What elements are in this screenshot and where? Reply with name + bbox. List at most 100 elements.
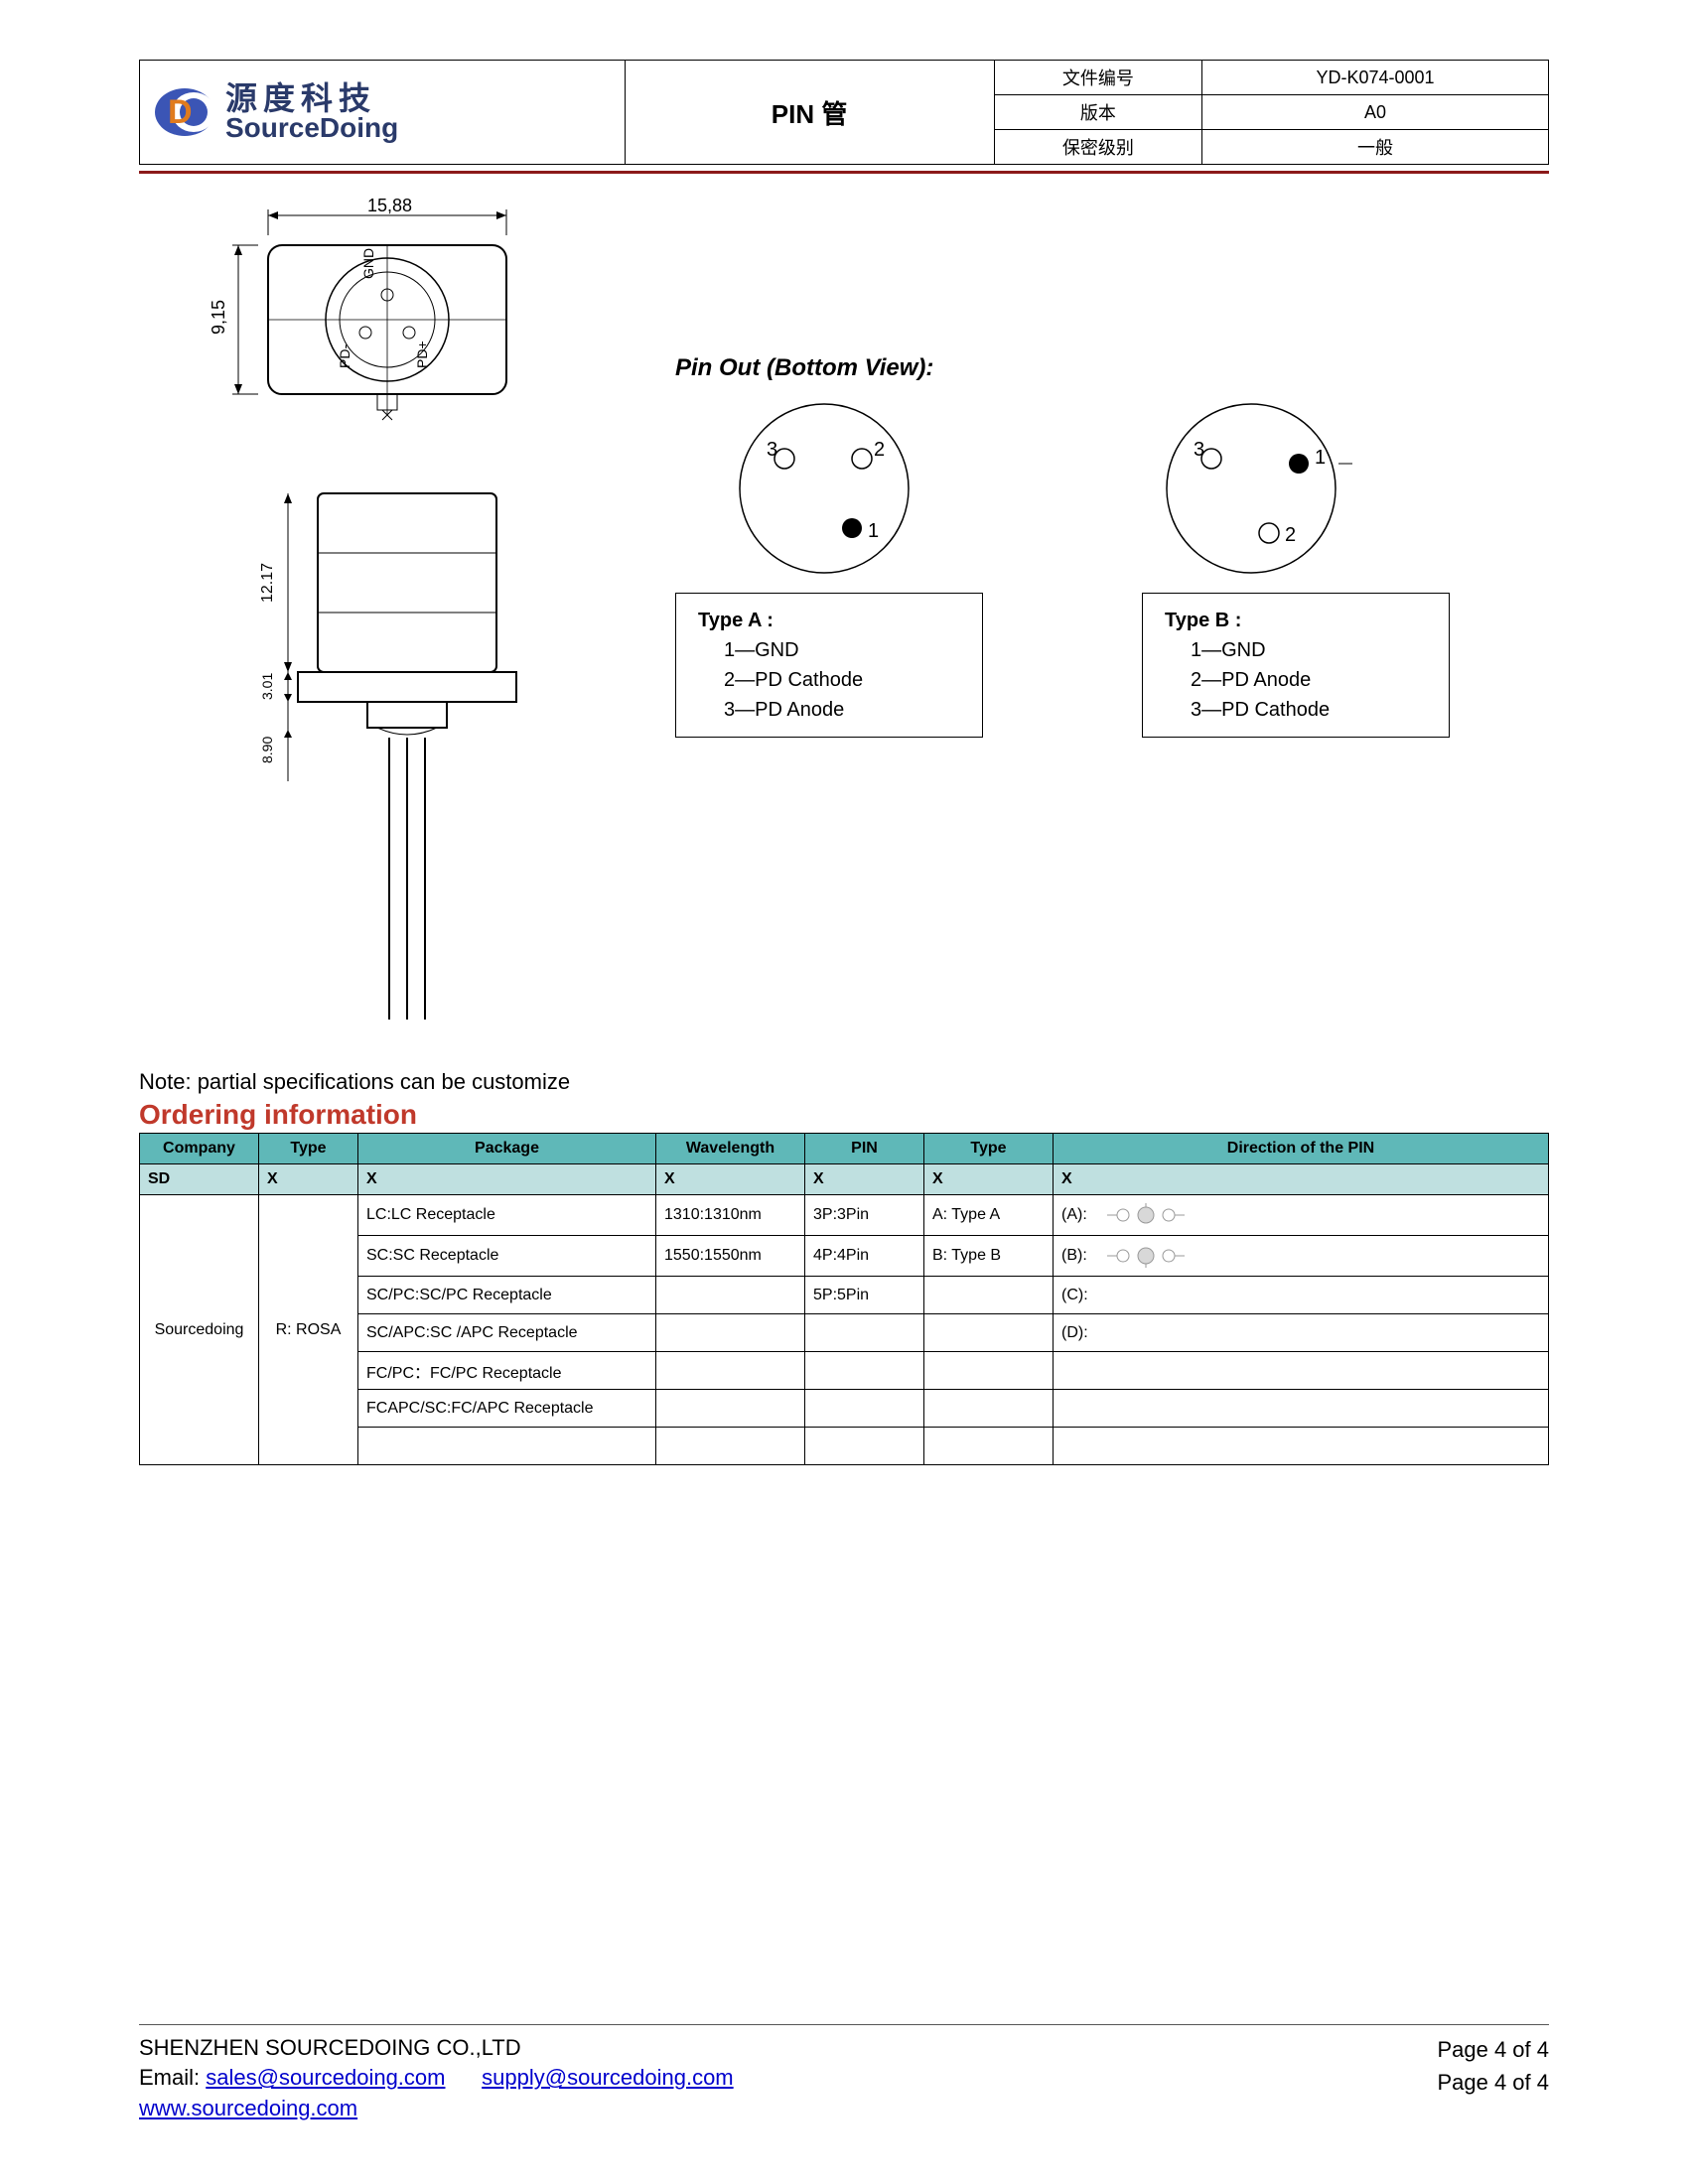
r4-wave (656, 1352, 805, 1390)
svg-text:2: 2 (1285, 524, 1296, 546)
th-wavelength: Wavelength (656, 1134, 805, 1164)
r1-typ: B: Type B (924, 1236, 1054, 1277)
th-package: Package (358, 1134, 656, 1164)
page-footer: SHENZHEN SOURCEDOING CO.,LTD Email: sale… (139, 2024, 1549, 2124)
x-package: X (358, 1164, 656, 1195)
type-a-l3: 3—PD Anode (698, 695, 960, 725)
x-company: SD (140, 1164, 259, 1195)
type-b-box: Type B : 1—GND 2—PD Anode 3—PD Cathode (1142, 593, 1450, 738)
pin-h-dim: 8.90 (259, 737, 275, 763)
logo-cn-text: 源度科技 (225, 82, 398, 114)
type-b-l1: 1—GND (1165, 635, 1427, 665)
height-dim: 9,15 (209, 300, 228, 335)
footer-email1-link[interactable]: sales@sourcedoing.com (206, 2065, 445, 2090)
doc-title: PIN 管 (625, 61, 994, 165)
type-a-l1: 1—GND (698, 635, 960, 665)
pinout-title: Pin Out (Bottom View): (675, 354, 933, 382)
doc-header-table: D 源度科技 SourceDoing PIN 管 文件编号 YD-K074-00… (139, 60, 1549, 165)
customize-note: Note: partial specifications can be cust… (139, 1069, 1549, 1095)
footer-divider (139, 2024, 1549, 2025)
r5-typ (924, 1390, 1054, 1428)
th-company: Company (140, 1134, 259, 1164)
r1-package: SC:SC Receptacle (358, 1236, 656, 1277)
svg-text:1: 1 (868, 520, 879, 542)
r0-dir-label: (A): (1061, 1206, 1087, 1224)
r0-package: LC:LC Receptacle (358, 1195, 656, 1236)
r5-dir (1054, 1390, 1549, 1428)
r6-dir (1054, 1428, 1549, 1465)
pdplus-label: PD+ (414, 341, 430, 368)
x-wave: X (656, 1164, 805, 1195)
width-dim: 15,88 (367, 196, 412, 215)
logo-icon: D (150, 83, 219, 141)
svg-text:2: 2 (874, 439, 885, 461)
r3-typ (924, 1314, 1054, 1352)
x-typ2: X (924, 1164, 1054, 1195)
x-pin: X (805, 1164, 924, 1195)
r6-typ (924, 1428, 1054, 1465)
ordering-heading: Ordering information (139, 1099, 1549, 1131)
r2-package: SC/PC:SC/PC Receptacle (358, 1277, 656, 1314)
svg-text:1: 1 (1315, 447, 1326, 469)
type-a-header: Type A : (698, 606, 960, 635)
r0-pin: 3P:3Pin (805, 1195, 924, 1236)
r6-wave (656, 1428, 805, 1465)
version-value: A0 (1202, 95, 1549, 130)
r3-wave (656, 1314, 805, 1352)
r4-pin (805, 1352, 924, 1390)
r2-pin: 5P:5Pin (805, 1277, 924, 1314)
r1-pin: 4P:4Pin (805, 1236, 924, 1277)
svg-text:3: 3 (767, 439, 777, 461)
company-cell: Sourcedoing (140, 1195, 259, 1465)
th-direction: Direction of the PIN (1054, 1134, 1549, 1164)
ordering-table: Company Type Package Wavelength PIN Type… (139, 1133, 1549, 1465)
security-label: 保密级别 (994, 130, 1201, 165)
r0-typ: A: Type A (924, 1195, 1054, 1236)
r1-dir-label: (B): (1061, 1247, 1087, 1265)
doc-no-value: YD-K074-0001 (1202, 61, 1549, 95)
security-value: 一般 (1202, 130, 1549, 165)
type-b-l3: 3—PD Cathode (1165, 695, 1427, 725)
th-type2: Type (924, 1134, 1054, 1164)
dir-a-icon (1101, 1201, 1191, 1229)
r2-dir: (C): (1054, 1277, 1549, 1314)
footer-web-link[interactable]: www.sourcedoing.com (139, 2096, 357, 2120)
r5-pin (805, 1390, 924, 1428)
svg-text:3: 3 (1194, 439, 1204, 461)
footer-email2-link[interactable]: supply@sourcedoing.com (482, 2065, 733, 2090)
pinout-a-diagram: 3 2 1 (715, 394, 933, 593)
r3-dir: (D): (1054, 1314, 1549, 1352)
r3-pin (805, 1314, 924, 1352)
r4-package: FC/PC：FC/PC Receptacle (358, 1352, 656, 1390)
footer-page-1: Page 4 of 4 (1437, 2033, 1549, 2066)
type-b-header: Type B : (1165, 606, 1427, 635)
dir-b-icon (1101, 1242, 1191, 1270)
r5-wave (656, 1390, 805, 1428)
r4-dir (1054, 1352, 1549, 1390)
type-cell: R: ROSA (259, 1195, 358, 1465)
th-pin: PIN (805, 1134, 924, 1164)
version-label: 版本 (994, 95, 1201, 130)
footer-email-label: Email: (139, 2065, 200, 2090)
r2-typ (924, 1277, 1054, 1314)
r0-wave: 1310:1310nm (656, 1195, 805, 1236)
th-type: Type (259, 1134, 358, 1164)
flange-h-dim: 3.01 (259, 673, 275, 700)
r5-package: FCAPC/SC:FC/APC Receptacle (358, 1390, 656, 1428)
r1-wave: 1550:1550nm (656, 1236, 805, 1277)
mechanical-drawing: 15,88 9,15 GND PD- PD+ (169, 186, 586, 1049)
r0-dir: (A): (1054, 1195, 1549, 1236)
body-h-dim: 12.17 (259, 563, 276, 603)
gnd-label: GND (360, 248, 376, 279)
r2-wave (656, 1277, 805, 1314)
r6-pin (805, 1428, 924, 1465)
footer-company: SHENZHEN SOURCEDOING CO.,LTD (139, 2033, 734, 2064)
diagram-area: 15,88 9,15 GND PD- PD+ (139, 186, 1549, 1059)
r3-package: SC/APC:SC /APC Receptacle (358, 1314, 656, 1352)
logo-en-text: SourceDoing (225, 114, 398, 142)
doc-no-label: 文件编号 (994, 61, 1201, 95)
logo-cell: D 源度科技 SourceDoing (140, 61, 626, 165)
r6-package (358, 1428, 656, 1465)
pinout-b-diagram: 3 1 2 (1142, 394, 1380, 593)
red-divider (139, 171, 1549, 174)
